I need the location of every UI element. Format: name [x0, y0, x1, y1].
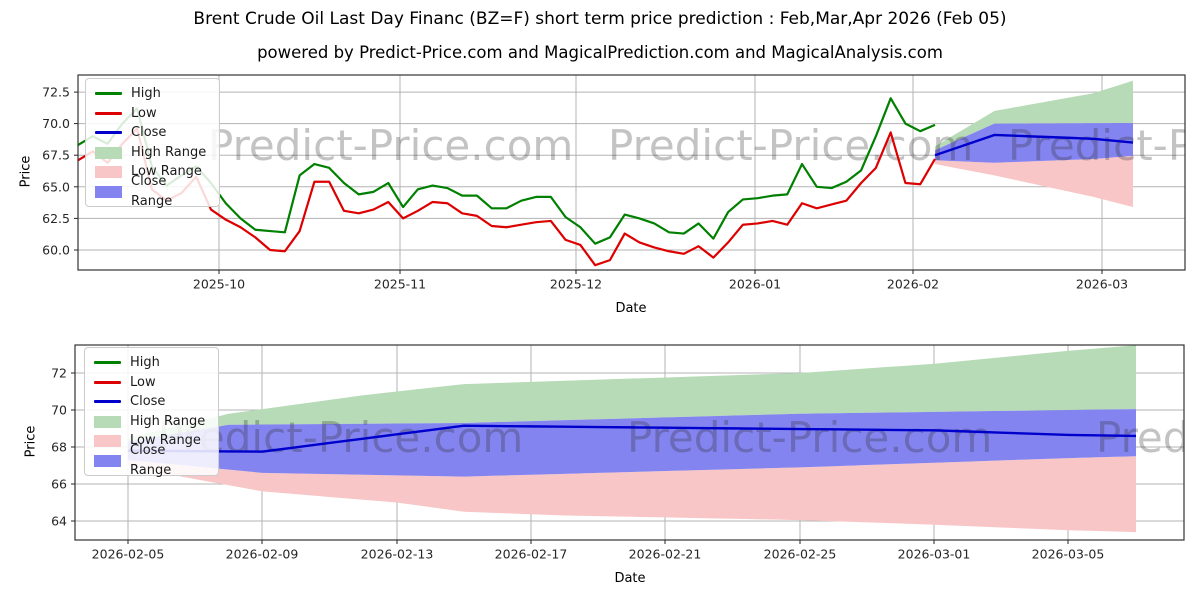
high-line-swatch	[95, 92, 122, 96]
svg-text:72: 72	[51, 366, 67, 381]
svg-text:Predict-Price.com: Predict-Price.com	[608, 121, 973, 170]
svg-text:64: 64	[51, 514, 67, 529]
close-range-swatch	[95, 185, 122, 198]
legend-label: High	[131, 86, 161, 101]
bottom-y-axis-label: Price	[23, 425, 39, 458]
svg-text:2025-11: 2025-11	[374, 277, 426, 292]
close-range-swatch	[94, 454, 121, 467]
legend-label: High	[130, 355, 160, 370]
low-range-swatch	[94, 435, 121, 448]
legend-item: Low Range	[95, 162, 209, 182]
svg-text:2026-03: 2026-03	[1076, 277, 1128, 292]
legend-label: Close Range	[130, 443, 172, 478]
svg-text:70.0: 70.0	[42, 116, 70, 131]
legend-item: High	[95, 84, 209, 104]
svg-text:Predict-Price.com: Predict-Price.com	[1008, 121, 1200, 170]
high-range-swatch	[95, 146, 122, 159]
svg-text:2025-12: 2025-12	[550, 277, 602, 292]
legend-label: High Range	[130, 413, 206, 429]
bottom-legend: High Low Close High Range Low Range Clos…	[84, 347, 219, 478]
svg-text:2026-03-05: 2026-03-05	[1032, 547, 1105, 562]
high-range-swatch	[94, 415, 121, 428]
svg-text:2026-01: 2026-01	[729, 277, 781, 292]
svg-text:2025-10: 2025-10	[193, 277, 245, 292]
low-range-swatch	[95, 166, 122, 179]
svg-text:2026-02-21: 2026-02-21	[629, 547, 702, 562]
legend-label: Close	[130, 394, 166, 410]
top-y-axis-label: Price	[18, 155, 34, 188]
svg-text:2026-02-05: 2026-02-05	[92, 547, 165, 562]
close-line-swatch	[95, 131, 122, 135]
legend-item: Low	[95, 104, 209, 124]
svg-text:65.0: 65.0	[42, 179, 70, 194]
top-x-axis-label: Date	[615, 301, 647, 316]
legend-item: High Range	[95, 143, 209, 163]
svg-text:62.5: 62.5	[42, 211, 70, 226]
legend-item: High Range	[94, 412, 208, 432]
svg-text:2026-02-13: 2026-02-13	[361, 547, 434, 562]
legend-label: High Range	[131, 144, 207, 160]
legend-label: Low Range	[130, 433, 201, 449]
close-line-swatch	[94, 400, 121, 404]
svg-text:2026-02-09: 2026-02-09	[226, 547, 299, 562]
legend-label: Low	[130, 374, 156, 390]
svg-text:Predict-Price.com: Predict-Price.com	[1096, 413, 1200, 462]
legend-item: Close Range	[95, 174, 209, 209]
low-line-swatch	[95, 111, 122, 115]
legend-label: Low Range	[131, 164, 202, 180]
legend-item: Close	[94, 392, 208, 412]
legend-item: Close	[95, 123, 209, 143]
svg-text:2026-02: 2026-02	[887, 277, 939, 292]
svg-text:70: 70	[51, 403, 67, 418]
legend-label: Low	[131, 105, 157, 121]
svg-text:67.5: 67.5	[42, 148, 70, 163]
svg-text:Predict-Price.com: Predict-Price.com	[208, 121, 573, 170]
legend-item: High	[94, 353, 208, 373]
figure-subtitle: powered by Predict-Price.com and Magical…	[257, 43, 943, 62]
legend-item: Low	[94, 373, 208, 393]
top-legend: High Low Close High Range Low Range Clos…	[85, 78, 220, 209]
figure-title: Brent Crude Oil Last Day Financ (BZ=F) s…	[193, 9, 1007, 29]
svg-text:60.0: 60.0	[42, 243, 70, 258]
legend-label: Close Range	[131, 174, 173, 209]
svg-text:72.5: 72.5	[42, 85, 70, 100]
legend-item: Low Range	[94, 431, 208, 451]
svg-text:2026-03-01: 2026-03-01	[898, 547, 971, 562]
svg-text:Predict-Price.com: Predict-Price.com	[627, 413, 992, 462]
legend-label: Close	[131, 125, 167, 141]
low-line-swatch	[94, 380, 121, 384]
svg-text:2026-02-25: 2026-02-25	[764, 547, 837, 562]
svg-text:68: 68	[51, 440, 67, 455]
high-line-swatch	[94, 361, 121, 365]
legend-item: Close Range	[94, 443, 208, 478]
svg-text:66: 66	[51, 477, 67, 492]
svg-text:2026-02-17: 2026-02-17	[495, 547, 568, 562]
bottom-x-axis-label: Date	[614, 571, 646, 586]
